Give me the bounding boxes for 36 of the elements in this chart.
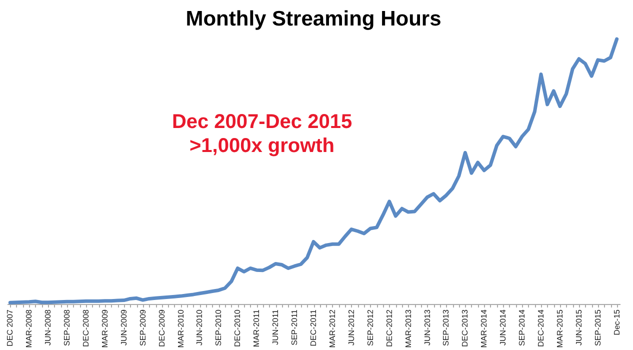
x-tick-label: Dec-15 [612, 308, 622, 336]
x-tick-label: JUN-2015 [574, 308, 584, 346]
x-tick-label: DEC-2014 [536, 308, 546, 347]
x-tick-label: MAR-2009 [100, 308, 110, 348]
x-tick-label: SEP-2013 [442, 308, 451, 346]
x-tick-label: MAR-2015 [555, 308, 564, 348]
x-tick-label: DEC-2010 [233, 308, 242, 347]
x-tick-label: JUN-2012 [346, 308, 356, 346]
x-tick-label: MAR-2011 [252, 308, 262, 348]
annotation: Dec 2007-Dec 2015 [172, 111, 352, 133]
x-tick-label: JUN-2013 [422, 308, 432, 346]
x-tick-label: MAR-2010 [176, 308, 186, 348]
x-tick-label: SEP-2011 [290, 308, 300, 346]
x-tick-label: SEP-2015 [593, 308, 602, 346]
x-tick-label: JUN-2008 [44, 308, 53, 346]
x-tick-label: DEC-2013 [460, 308, 470, 347]
x-tick-label: JUN-2014 [498, 308, 508, 346]
x-tick-label: SEP-2008 [62, 308, 72, 346]
x-tick-label: MAR-2013 [404, 308, 413, 348]
x-tick-label: DEC-2009 [157, 308, 166, 347]
x-tick-label: SEP-2009 [138, 308, 148, 346]
x-tick-label: SEP-2014 [518, 308, 527, 346]
x-tick-label: JUN-2010 [195, 308, 204, 346]
x-tick-label: JUN-2009 [119, 308, 128, 346]
x-tick-label: DEC-2012 [384, 308, 394, 347]
x-tick-label: DEC-2011 [309, 308, 318, 346]
x-tick-label: DEC 2007 [6, 308, 15, 346]
x-tick-label: SEP-2012 [366, 308, 375, 346]
x-tick-label: SEP-2010 [214, 308, 224, 346]
x-tick-label: MAR-2014 [480, 308, 489, 348]
chart-title: Monthly Streaming Hours [186, 7, 442, 30]
x-tick-label: MAR-2012 [328, 308, 337, 348]
annotation: >1,000x growth [189, 135, 335, 157]
x-tick-label: JUN-2011 [271, 308, 280, 345]
x-tick-label: DEC-2008 [81, 308, 90, 347]
x-tick-label: MAR-2008 [24, 308, 34, 348]
